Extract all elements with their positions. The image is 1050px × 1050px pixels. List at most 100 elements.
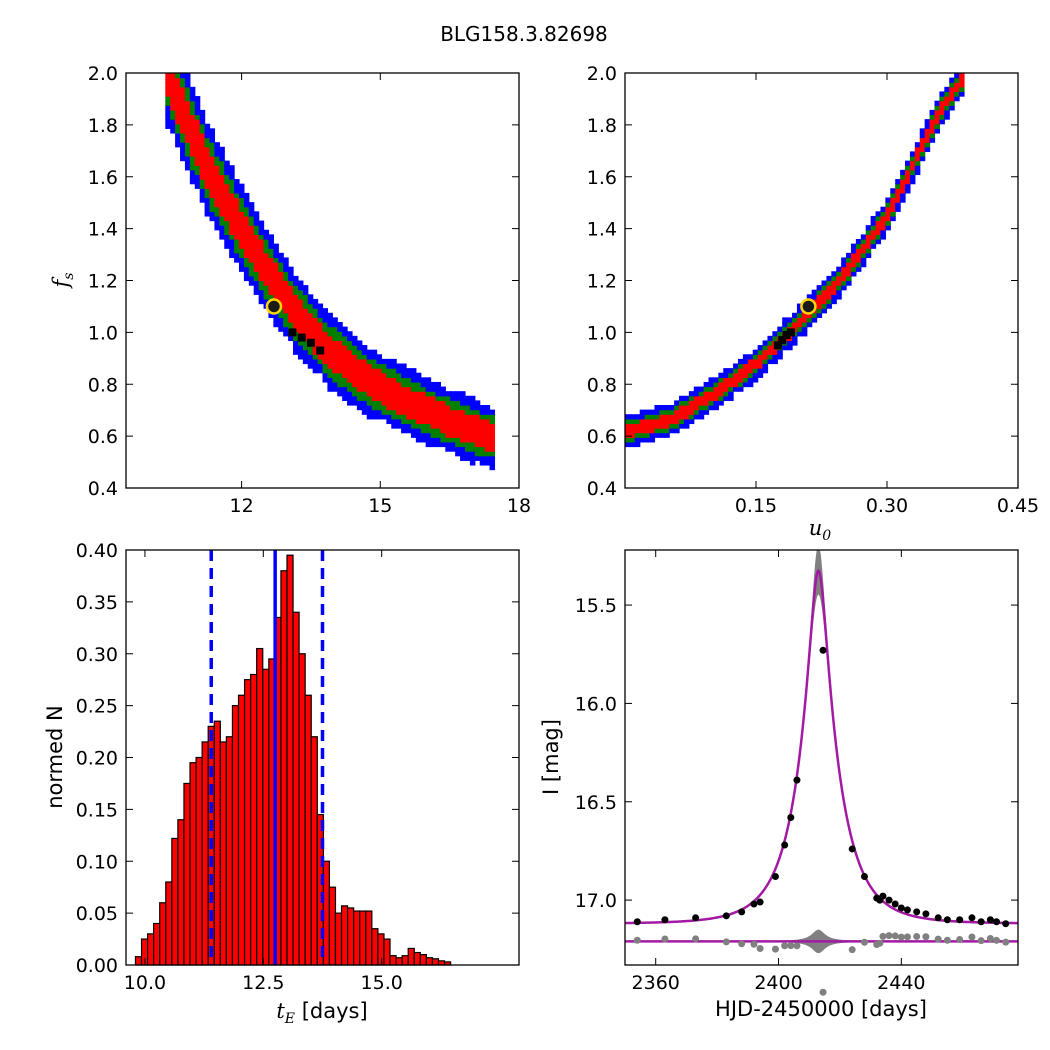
density-cell bbox=[234, 215, 240, 222]
density-cell bbox=[420, 400, 427, 406]
density-cell bbox=[850, 262, 857, 268]
density-cell bbox=[703, 381, 710, 388]
density-cell bbox=[366, 363, 373, 369]
density-cell bbox=[209, 128, 216, 134]
density-cell bbox=[391, 386, 397, 392]
density-cell bbox=[885, 202, 891, 208]
density-cell bbox=[929, 128, 936, 134]
density-cell bbox=[297, 326, 304, 332]
observation-point bbox=[943, 916, 951, 924]
density-cell bbox=[425, 428, 432, 434]
density-cell bbox=[939, 114, 945, 120]
density-cell bbox=[317, 308, 324, 314]
density-cell bbox=[386, 391, 392, 397]
density-cell bbox=[796, 326, 803, 332]
density-cell bbox=[312, 326, 319, 332]
histogram-bar bbox=[146, 933, 155, 966]
density-cell bbox=[337, 386, 343, 392]
density-cell bbox=[327, 368, 333, 374]
density-cell bbox=[733, 377, 739, 383]
density-cell bbox=[278, 285, 284, 291]
density-cell bbox=[831, 271, 837, 277]
density-cell bbox=[189, 160, 196, 166]
density-cell bbox=[816, 303, 823, 309]
density-cell bbox=[629, 428, 636, 434]
density-cell bbox=[929, 123, 936, 129]
density-cell bbox=[909, 174, 916, 180]
density-cell bbox=[234, 192, 240, 199]
density-cell bbox=[219, 206, 225, 212]
density-cell bbox=[224, 229, 230, 235]
density-cell bbox=[679, 395, 685, 401]
density-cell bbox=[189, 105, 196, 111]
density-cell bbox=[184, 132, 191, 139]
density-cell bbox=[406, 368, 412, 374]
density-cell bbox=[415, 428, 422, 434]
density-cell bbox=[224, 206, 230, 212]
density-cell bbox=[625, 432, 631, 438]
density-cell bbox=[312, 349, 319, 355]
density-cell bbox=[376, 395, 383, 401]
density-cell bbox=[194, 128, 201, 134]
density-cell bbox=[278, 326, 284, 332]
density-cell bbox=[214, 165, 220, 171]
density-cell bbox=[855, 257, 862, 263]
density-cell bbox=[273, 243, 279, 249]
density-cell bbox=[900, 169, 906, 176]
residual-point bbox=[756, 944, 764, 952]
density-cell bbox=[747, 381, 754, 388]
density-cell bbox=[204, 165, 211, 171]
density-cell bbox=[855, 252, 862, 259]
density-cell bbox=[484, 451, 491, 457]
residual-point bbox=[793, 942, 801, 950]
density-cell bbox=[209, 156, 216, 162]
density-cell bbox=[949, 86, 955, 93]
density-cell bbox=[342, 372, 348, 378]
density-cell bbox=[263, 252, 270, 259]
histogram-bar bbox=[407, 947, 415, 966]
density-cell bbox=[356, 354, 363, 360]
density-cell bbox=[757, 349, 764, 355]
density-cell bbox=[401, 400, 407, 406]
histogram-bar bbox=[225, 736, 234, 966]
density-cell bbox=[184, 165, 191, 171]
density-cell bbox=[460, 414, 466, 420]
density-cell bbox=[469, 405, 476, 411]
density-cell bbox=[258, 266, 265, 272]
density-cell bbox=[880, 206, 886, 212]
x-tick-label: 2360 bbox=[632, 972, 680, 994]
density-cell bbox=[322, 345, 329, 351]
density-cell bbox=[184, 160, 191, 166]
density-cell bbox=[219, 156, 225, 162]
density-cell bbox=[376, 409, 383, 415]
density-cell bbox=[219, 174, 225, 180]
density-cell bbox=[870, 239, 877, 245]
density-cell bbox=[317, 340, 324, 346]
density-cell bbox=[654, 409, 660, 415]
density-cell bbox=[180, 156, 186, 162]
density-cell bbox=[440, 423, 446, 429]
density-cell bbox=[445, 432, 451, 438]
density-cell bbox=[762, 358, 769, 365]
density-cell bbox=[949, 91, 955, 97]
density-cell bbox=[283, 257, 289, 263]
density-cell bbox=[944, 86, 950, 93]
density-cell bbox=[302, 326, 309, 332]
density-cell bbox=[460, 446, 466, 452]
histogram-bar bbox=[134, 956, 143, 966]
density-cell bbox=[194, 156, 201, 162]
density-cell bbox=[929, 137, 936, 143]
residual-point bbox=[781, 942, 789, 950]
density-cell bbox=[474, 428, 481, 434]
density-cell bbox=[175, 119, 181, 125]
density-cell bbox=[479, 460, 486, 466]
density-cell bbox=[248, 220, 255, 226]
density-cell bbox=[302, 354, 309, 360]
density-cell bbox=[464, 409, 471, 415]
density-cell bbox=[327, 363, 333, 369]
density-cell bbox=[420, 409, 427, 415]
density-cell bbox=[796, 322, 803, 328]
density-cell bbox=[415, 423, 422, 429]
density-cell bbox=[469, 460, 476, 466]
